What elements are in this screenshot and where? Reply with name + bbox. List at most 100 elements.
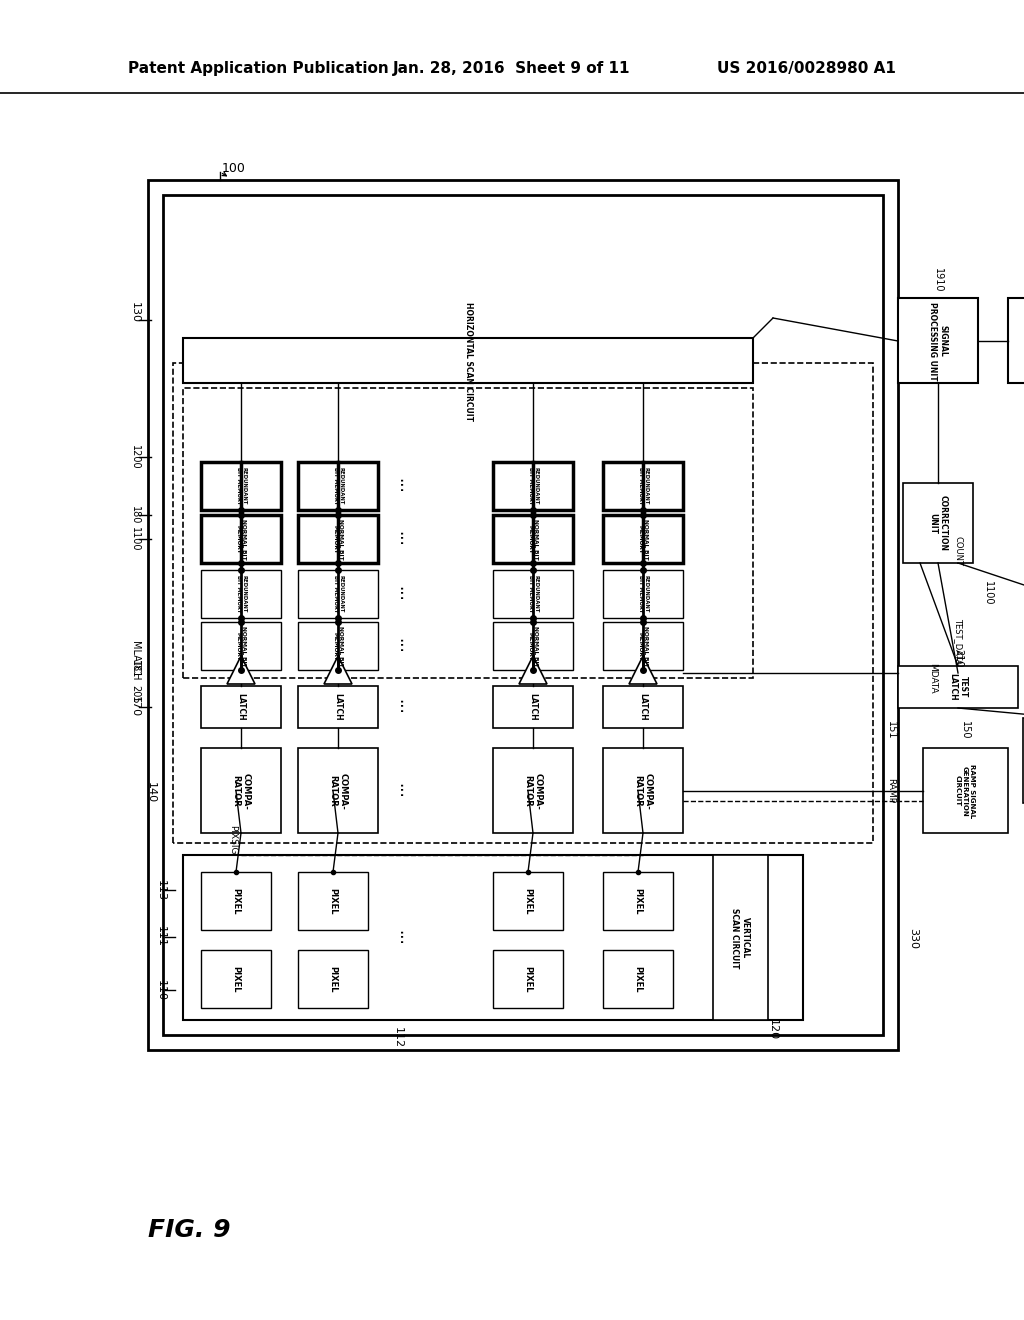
Text: TEST
LATCH: TEST LATCH <box>948 673 968 701</box>
Text: REDUNDANT
BIT MEMORY: REDUNDANT BIT MEMORY <box>333 467 343 504</box>
Text: LATCH: LATCH <box>237 693 246 721</box>
Bar <box>298 515 378 564</box>
Bar <box>603 686 683 729</box>
Bar <box>183 338 753 383</box>
Text: 120: 120 <box>768 1019 778 1040</box>
Text: PIXEL: PIXEL <box>523 966 532 993</box>
Text: PIXEL: PIXEL <box>523 888 532 915</box>
Text: COMPA-
RATOR: COMPA- RATOR <box>523 772 543 809</box>
Text: PIXEL: PIXEL <box>329 888 338 915</box>
Text: ...: ... <box>394 531 412 546</box>
Text: PIXEL: PIXEL <box>634 888 642 915</box>
Text: 330: 330 <box>908 928 918 949</box>
Text: COMPA-
RATOR: COMPA- RATOR <box>633 772 652 809</box>
Text: US 2016/0028980 A1: US 2016/0028980 A1 <box>717 61 896 75</box>
Text: REDUNDANT
BIT MEMORY: REDUNDANT BIT MEMORY <box>527 576 539 612</box>
Bar <box>923 748 1008 833</box>
Text: 180: 180 <box>130 506 140 524</box>
Text: FIG. 9: FIG. 9 <box>148 1218 230 1242</box>
Text: ...: ... <box>394 586 412 602</box>
Text: 113: 113 <box>156 879 166 900</box>
Bar <box>493 622 573 671</box>
Bar <box>603 622 683 671</box>
Bar <box>201 462 281 510</box>
Bar <box>493 748 573 833</box>
Text: ...: ... <box>394 700 412 715</box>
Text: NORMAL BIT
MEMORY: NORMAL BIT MEMORY <box>236 626 247 667</box>
Bar <box>173 363 873 843</box>
Text: TEST_DATA: TEST_DATA <box>953 618 963 664</box>
Text: NORMAL BIT
MEMORY: NORMAL BIT MEMORY <box>236 519 247 560</box>
Bar <box>183 855 803 1020</box>
Text: 151: 151 <box>886 721 896 739</box>
Text: PIXEL: PIXEL <box>231 966 241 993</box>
Bar <box>603 462 683 510</box>
Text: NORMAL BIT
MEMORY: NORMAL BIT MEMORY <box>527 626 539 667</box>
Text: PIXSIG: PIXSIG <box>228 825 238 855</box>
Text: 110: 110 <box>156 979 166 1001</box>
Text: RAMP SIGNAL
GENERATION
CIRCUIT: RAMP SIGNAL GENERATION CIRCUIT <box>955 764 975 818</box>
Text: Jan. 28, 2016  Sheet 9 of 11: Jan. 28, 2016 Sheet 9 of 11 <box>393 61 631 75</box>
Text: 1200: 1200 <box>130 445 140 470</box>
Bar <box>201 622 281 671</box>
Bar <box>298 622 378 671</box>
Bar <box>298 686 378 729</box>
Text: MDATA: MDATA <box>929 663 938 693</box>
Text: 170: 170 <box>130 697 140 718</box>
Bar <box>298 462 378 510</box>
Bar <box>603 873 673 931</box>
Bar <box>898 667 1018 708</box>
Bar <box>201 570 281 618</box>
Text: PIXEL: PIXEL <box>231 888 241 915</box>
Text: NORMAL BIT
MEMORY: NORMAL BIT MEMORY <box>333 519 343 560</box>
Text: 1910: 1910 <box>933 268 943 292</box>
Bar <box>201 950 271 1008</box>
Polygon shape <box>629 656 657 684</box>
Text: 181: 181 <box>130 660 140 678</box>
Text: REDUNDANT
BIT MEMORY: REDUNDANT BIT MEMORY <box>236 467 247 504</box>
Text: PIXEL: PIXEL <box>634 966 642 993</box>
Polygon shape <box>519 656 547 684</box>
Text: 1100: 1100 <box>130 527 140 552</box>
Text: REDUNDANT
BIT MEMORY: REDUNDANT BIT MEMORY <box>236 576 247 612</box>
Text: 1100: 1100 <box>983 581 993 606</box>
Bar <box>903 483 973 564</box>
Bar <box>493 686 573 729</box>
Text: 112: 112 <box>393 1027 403 1048</box>
Text: REDUNDANT
BIT MEMORY: REDUNDANT BIT MEMORY <box>638 576 648 612</box>
Bar <box>163 195 883 1035</box>
Bar <box>298 748 378 833</box>
Bar <box>493 950 563 1008</box>
Text: ...: ... <box>394 638 412 653</box>
Bar <box>898 298 978 383</box>
Text: ...: ... <box>394 783 412 799</box>
Bar <box>201 873 271 931</box>
Text: REDUNDANT
BIT MEMORY: REDUNDANT BIT MEMORY <box>527 467 539 504</box>
Text: VERTICAL
SCAN CIRCUIT: VERTICAL SCAN CIRCUIT <box>730 908 750 969</box>
Bar <box>713 855 768 1020</box>
Bar <box>1008 298 1024 383</box>
Text: 205: 205 <box>130 685 140 704</box>
Bar <box>603 570 683 618</box>
Text: HORIZONTAL SCAN CIRCUIT: HORIZONTAL SCAN CIRCUIT <box>464 301 472 421</box>
Text: COMPA-
RATOR: COMPA- RATOR <box>231 772 251 809</box>
Text: NORMAL BIT
MEMORY: NORMAL BIT MEMORY <box>638 626 648 667</box>
Bar <box>603 748 683 833</box>
Text: 150: 150 <box>961 721 970 739</box>
Text: RAMP: RAMP <box>887 779 896 804</box>
Text: ...: ... <box>394 931 412 946</box>
Bar <box>493 462 573 510</box>
Bar <box>493 515 573 564</box>
Bar <box>201 515 281 564</box>
Text: REDUNDANT
BIT MEMORY: REDUNDANT BIT MEMORY <box>638 467 648 504</box>
Text: LATCH: LATCH <box>639 693 647 721</box>
Bar <box>148 180 898 1049</box>
Text: CORRECTION
UNIT: CORRECTION UNIT <box>929 495 947 550</box>
Bar <box>493 570 573 618</box>
Polygon shape <box>227 656 255 684</box>
Bar <box>298 950 368 1008</box>
Text: 140: 140 <box>146 783 156 804</box>
Bar <box>603 515 683 564</box>
Text: NORMAL BIT
MEMORY: NORMAL BIT MEMORY <box>333 626 343 667</box>
Text: SIGNAL
PROCESSING UNIT: SIGNAL PROCESSING UNIT <box>929 302 947 380</box>
